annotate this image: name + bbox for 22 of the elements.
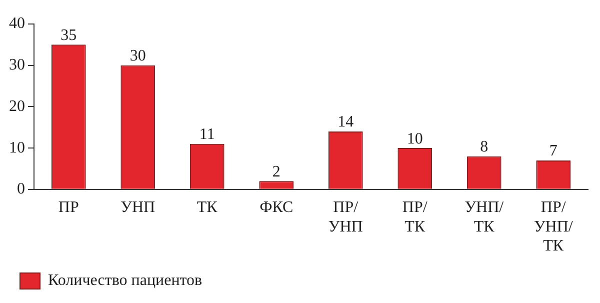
data-label: 14	[338, 114, 354, 131]
x-tick-label: ПР/УНП/ТК	[534, 199, 574, 255]
data-label: 10	[406, 130, 423, 148]
x-tick-label: ТК	[196, 199, 218, 216]
data-label: 30	[130, 48, 146, 65]
data-label: 7	[549, 142, 558, 160]
x-tick-label: ПР	[58, 199, 79, 216]
data-label: 11	[199, 126, 215, 144]
data-label: 2	[272, 163, 280, 180]
x-tick-label: УНП	[120, 199, 156, 216]
y-tick-label: 10	[9, 139, 25, 156]
y-tick-label: 40	[9, 15, 25, 32]
data-label: 8	[480, 138, 488, 156]
x-tick-label: ПР/УНП	[328, 199, 364, 236]
x-tick-label: ФКС	[260, 199, 294, 216]
x-tick-label: УНП/ТК	[464, 199, 504, 236]
y-tick-label: 20	[9, 98, 25, 115]
data-label: 35	[60, 26, 77, 44]
legend-label: Количество пациентов	[48, 272, 203, 290]
y-tick-label: 30	[9, 56, 25, 74]
x-tick-label: ПР/ТК	[402, 199, 428, 236]
y-tick-label: 0	[17, 180, 25, 198]
